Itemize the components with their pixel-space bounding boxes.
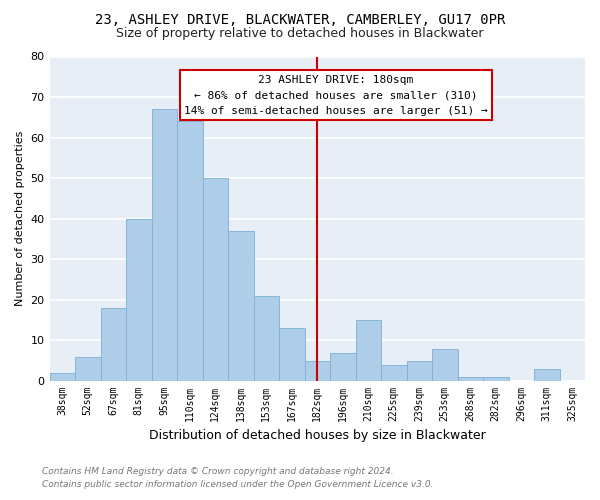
Y-axis label: Number of detached properties: Number of detached properties xyxy=(15,131,25,306)
Bar xyxy=(75,356,101,381)
Text: Contains public sector information licensed under the Open Government Licence v3: Contains public sector information licen… xyxy=(42,480,433,489)
Bar xyxy=(177,122,203,381)
Bar xyxy=(152,109,177,381)
Bar xyxy=(381,365,407,381)
X-axis label: Distribution of detached houses by size in Blackwater: Distribution of detached houses by size … xyxy=(149,430,485,442)
Bar xyxy=(279,328,305,381)
Bar xyxy=(50,373,75,381)
Bar xyxy=(407,361,432,381)
Text: 23, ASHLEY DRIVE, BLACKWATER, CAMBERLEY, GU17 0PR: 23, ASHLEY DRIVE, BLACKWATER, CAMBERLEY,… xyxy=(95,12,505,26)
Bar xyxy=(432,348,458,381)
Bar xyxy=(534,369,560,381)
Bar xyxy=(101,308,126,381)
Text: Size of property relative to detached houses in Blackwater: Size of property relative to detached ho… xyxy=(116,28,484,40)
Bar xyxy=(356,320,381,381)
Bar xyxy=(228,231,254,381)
Bar xyxy=(458,377,483,381)
Bar xyxy=(330,352,356,381)
Text: Contains HM Land Registry data © Crown copyright and database right 2024.: Contains HM Land Registry data © Crown c… xyxy=(42,467,394,476)
Bar xyxy=(483,377,509,381)
Bar xyxy=(203,178,228,381)
Bar xyxy=(305,361,330,381)
Text: 23 ASHLEY DRIVE: 180sqm
← 86% of detached houses are smaller (310)
14% of semi-d: 23 ASHLEY DRIVE: 180sqm ← 86% of detache… xyxy=(184,75,488,116)
Bar xyxy=(126,219,152,381)
Bar xyxy=(254,296,279,381)
